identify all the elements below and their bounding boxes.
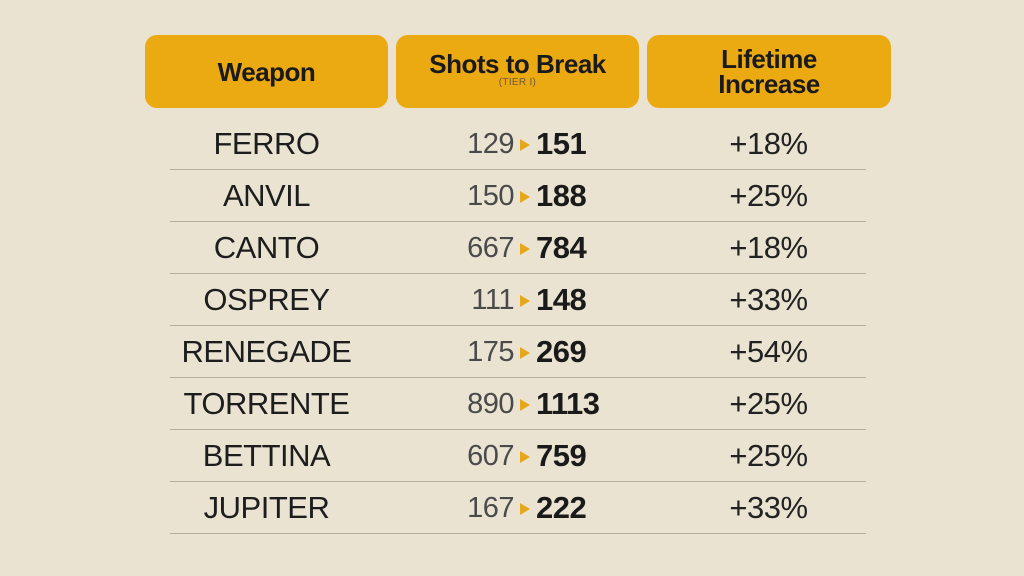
lifetime-increase: +25% <box>729 386 808 421</box>
lifetime-increase: +18% <box>729 230 808 265</box>
shots-old: 890 <box>467 387 514 420</box>
table-row: RENEGADE 175 269 +54% <box>170 326 866 378</box>
arrow-icon <box>520 503 530 515</box>
header-lifetime-line2: Increase <box>718 68 820 99</box>
weapon-name: OSPREY <box>203 282 330 317</box>
table-header: Weapon Shots to Break (TIER I) Lifetime … <box>145 35 891 108</box>
arrow-icon <box>520 451 530 463</box>
table-row: OSPREY 111 148 +33% <box>170 274 866 326</box>
shots-old: 607 <box>467 439 514 472</box>
lifetime-increase: +25% <box>729 178 808 213</box>
shots-new: 188 <box>536 178 587 213</box>
arrow-icon <box>520 347 530 359</box>
shots-old: 175 <box>467 335 514 368</box>
shots-cell: 111 148 <box>396 274 646 326</box>
header-shots-label: Shots to Break <box>429 49 606 79</box>
shots-new: 222 <box>536 490 587 525</box>
weapon-name: JUPITER <box>203 490 330 525</box>
shots-new: 148 <box>536 282 587 317</box>
shots-old: 129 <box>467 127 514 160</box>
weapon-name: ANVIL <box>222 178 311 213</box>
arrow-icon <box>520 399 530 411</box>
shots-cell: 890 1113 <box>396 378 646 430</box>
header-weapon: Weapon <box>145 35 388 108</box>
table-row: FERRO 129 151 +18% <box>170 118 866 170</box>
weapon-name: BETTINA <box>202 438 331 473</box>
shots-cell: 607 759 <box>396 430 646 482</box>
shots-old: 167 <box>467 491 514 524</box>
shots-new: 151 <box>536 126 587 161</box>
lifetime-increase: +25% <box>729 438 808 473</box>
table-row: JUPITER 167 222 +33% <box>170 482 866 534</box>
shots-new: 269 <box>536 334 587 369</box>
header-lifetime-increase: Lifetime Increase <box>647 35 891 108</box>
arrow-icon <box>520 139 530 151</box>
shots-cell: 150 188 <box>396 170 646 222</box>
weapon-name: TORRENTE <box>183 386 350 421</box>
header-lifetime-line1: Lifetime <box>721 43 817 74</box>
shots-old: 667 <box>467 231 514 264</box>
header-shots-note: (TIER I) <box>498 77 537 88</box>
arrow-icon <box>520 295 530 307</box>
table-row: TORRENTE 890 1113 +25% <box>170 378 866 430</box>
arrow-icon <box>520 243 530 255</box>
shots-cell: 129 151 <box>396 118 646 170</box>
lifetime-increase: +18% <box>729 126 808 161</box>
weapon-name: CANTO <box>213 230 320 265</box>
shots-new: 784 <box>536 230 587 265</box>
lifetime-increase: +33% <box>729 490 808 525</box>
header-shots-to-break: Shots to Break (TIER I) <box>396 35 639 108</box>
shots-cell: 167 222 <box>396 482 646 534</box>
shots-new: 1113 <box>536 386 600 421</box>
header-weapon-label: Weapon <box>217 56 316 87</box>
lifetime-increase: +54% <box>729 334 808 369</box>
lifetime-increase: +33% <box>729 282 808 317</box>
table-body: FERRO 129 151 +18% ANVIL 150 188 +25% CA… <box>170 118 866 534</box>
shots-new: 759 <box>536 438 587 473</box>
shots-cell: 667 784 <box>396 222 646 274</box>
weapon-name: RENEGADE <box>181 334 352 369</box>
shots-old: 111 <box>471 283 514 316</box>
table-row: ANVIL 150 188 +25% <box>170 170 866 222</box>
weapon-stats-table: Weapon Shots to Break (TIER I) Lifetime … <box>145 35 891 534</box>
shots-old: 150 <box>467 179 514 212</box>
table-row: CANTO 667 784 +18% <box>170 222 866 274</box>
shots-cell: 175 269 <box>396 326 646 378</box>
weapon-name: FERRO <box>213 126 321 161</box>
arrow-icon <box>520 191 530 203</box>
table-row: BETTINA 607 759 +25% <box>170 430 866 482</box>
